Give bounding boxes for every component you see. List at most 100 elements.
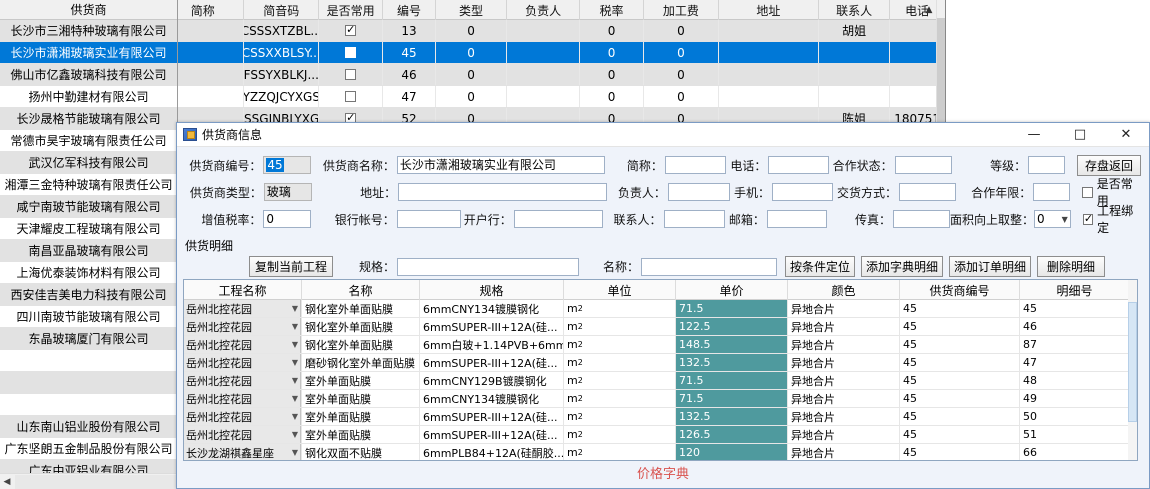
cell-spec[interactable]: 6mm白玻+1.14PVB+6mm...: [420, 336, 564, 353]
list-item[interactable]: 长沙晟格节能玻璃有限公司: [0, 108, 177, 130]
cell-spec[interactable]: 6mmSUPER-III+12A(硅...: [420, 408, 564, 425]
cell-detail-no[interactable]: 49: [1020, 390, 1130, 407]
cell-name[interactable]: 钢化室外单面贴膜: [302, 318, 420, 335]
checkbox-icon[interactable]: [345, 47, 357, 58]
mobile-input[interactable]: [772, 183, 833, 201]
cell-color[interactable]: 异地合片: [788, 318, 900, 335]
dcol-project[interactable]: 工程名称: [184, 280, 302, 300]
cell-name[interactable]: 钢化室外单面贴膜: [302, 300, 420, 317]
cell-project[interactable]: 岳州北控花园 ▼: [184, 390, 302, 407]
col-tax[interactable]: 税率: [580, 0, 644, 20]
cell-name[interactable]: 室外单面贴膜: [302, 426, 420, 443]
scroll-up-arrow-icon[interactable]: ▲: [925, 5, 933, 15]
locate-by-condition-button[interactable]: 按条件定位: [785, 256, 855, 277]
address-input[interactable]: [398, 183, 608, 201]
list-item[interactable]: 常德市昊宇玻璃有限责任公司: [0, 130, 177, 152]
dcol-price[interactable]: 单价: [676, 280, 788, 300]
project-bind-checkbox-row[interactable]: 工程绑定: [1082, 202, 1141, 236]
cell-project[interactable]: 岳州北控花园 ▼: [184, 354, 302, 371]
cell-price[interactable]: 126.5: [676, 426, 788, 443]
dcol-detail-no[interactable]: 明细号: [1020, 280, 1130, 300]
cell-detail-no[interactable]: 47: [1020, 354, 1130, 371]
cell-project[interactable]: 岳州北控花园 ▼: [184, 336, 302, 353]
list-item[interactable]: 天津耀皮工程玻璃有限公司: [0, 218, 177, 240]
cell-price[interactable]: 71.5: [676, 300, 788, 317]
project-select[interactable]: 岳州北控花园 ▼: [184, 390, 301, 407]
dcol-unit[interactable]: 单位: [564, 280, 676, 300]
list-item[interactable]: 佛山市亿鑫玻璃科技有限公司: [0, 64, 177, 86]
cell-detail-no[interactable]: 87: [1020, 336, 1130, 353]
table-row[interactable]: 岳州北控花园 ▼ 钢化室外单面贴膜 6mmCNY134镀膜钢化 m 2 71.5 异地合片 45…: [184, 300, 1137, 318]
is-common-checkbox-row[interactable]: 是否常用: [1082, 175, 1141, 209]
email-input[interactable]: [766, 210, 828, 228]
dcol-color[interactable]: 颜色: [788, 280, 900, 300]
cell-name[interactable]: 钢化双面不贴膜: [302, 444, 420, 460]
area-round-select[interactable]: 0 ▼: [1033, 210, 1071, 228]
cell-price[interactable]: 122.5: [676, 318, 788, 335]
project-select[interactable]: 岳州北控花园 ▼: [184, 336, 301, 353]
project-bind-checkbox[interactable]: [1082, 212, 1093, 225]
cell-price[interactable]: 132.5: [676, 354, 788, 371]
save-return-button[interactable]: 存盘返回: [1077, 154, 1142, 176]
fax-input[interactable]: [893, 210, 950, 228]
cell-detail-no[interactable]: 50: [1020, 408, 1130, 425]
project-select[interactable]: 长沙龙湖祺鑫星座 ▼: [184, 444, 301, 460]
spec-filter-input[interactable]: [397, 257, 579, 276]
supplier-list-hscrollbar[interactable]: ◀: [0, 473, 177, 489]
project-select[interactable]: 岳州北控花园 ▼: [184, 318, 301, 335]
bank-acct-input[interactable]: [396, 210, 461, 228]
list-item[interactable]: 长沙市潇湘玻璃实业有限公司: [0, 42, 177, 64]
supplier-type-input[interactable]: 玻璃: [263, 183, 312, 201]
list-item[interactable]: 南昌亚晶玻璃有限公司: [0, 240, 177, 262]
cell-is-common[interactable]: [319, 86, 384, 107]
cell-name[interactable]: 室外单面贴膜: [302, 408, 420, 425]
bank-name-input[interactable]: [513, 210, 604, 228]
add-dict-detail-button[interactable]: 添加字典明细: [861, 256, 943, 277]
cell-is-common[interactable]: [319, 42, 384, 63]
cell-supplier-no[interactable]: 45: [900, 408, 1020, 425]
cell-project[interactable]: 岳州北控花园 ▼: [184, 426, 302, 443]
chevron-down-icon[interactable]: ▼: [291, 304, 298, 313]
owner-input[interactable]: [667, 183, 730, 201]
cell-supplier-no[interactable]: 45: [900, 354, 1020, 371]
abbr-input[interactable]: [664, 156, 727, 174]
name-filter-input[interactable]: [641, 257, 777, 276]
close-button[interactable]: ✕: [1120, 127, 1132, 142]
checkbox-icon[interactable]: [345, 91, 357, 102]
chevron-down-icon[interactable]: ▼: [291, 394, 298, 403]
col-fee[interactable]: 加工费: [644, 0, 719, 20]
list-item[interactable]: 扬州中勤建材有限公司: [0, 86, 177, 108]
project-select[interactable]: 岳州北控花园 ▼: [184, 354, 301, 371]
coop-status-input[interactable]: [894, 156, 952, 174]
cell-project[interactable]: 岳州北控花园 ▼: [184, 300, 302, 317]
cell-detail-no[interactable]: 66: [1020, 444, 1130, 460]
cell-color[interactable]: 异地合片: [788, 408, 900, 425]
checkbox-icon[interactable]: [345, 23, 357, 36]
table-row[interactable]: 岳州北控花园 ▼ 室外单面贴膜 6mmSUPER-III+12A(硅... m 2 132.…: [184, 408, 1137, 426]
cell-spec[interactable]: 6mmCNY134镀膜钢化: [420, 300, 564, 317]
dcol-spec[interactable]: 规格: [420, 280, 564, 300]
list-item[interactable]: 东晶玻璃厦门有限公司: [0, 328, 177, 350]
cell-spec[interactable]: 6mmSUPER-III+12A(硅...: [420, 354, 564, 371]
supplier-name-input[interactable]: 长沙市潇湘玻璃实业有限公司: [396, 156, 605, 174]
cell-is-common[interactable]: [319, 64, 384, 85]
checkbox-icon[interactable]: [345, 69, 357, 80]
dcol-supplier-no[interactable]: 供货商编号: [900, 280, 1020, 300]
chevron-down-icon[interactable]: ▼: [291, 340, 298, 349]
list-item[interactable]: [0, 394, 177, 416]
cell-supplier-no[interactable]: 45: [900, 372, 1020, 389]
cell-spec[interactable]: 6mmPLB84+12A(硅酮胶...: [420, 444, 564, 460]
coop-years-input[interactable]: [1033, 183, 1071, 201]
cell-is-common[interactable]: [319, 20, 384, 41]
list-item[interactable]: [0, 350, 177, 372]
supplier-list-hscroll-thumb[interactable]: [15, 474, 177, 489]
contact-input[interactable]: [663, 210, 725, 228]
project-select[interactable]: 岳州北控花园 ▼: [184, 408, 301, 425]
cell-supplier-no[interactable]: 45: [900, 444, 1020, 460]
col-type[interactable]: 类型: [436, 0, 508, 20]
col-contact[interactable]: 联系人: [819, 0, 891, 20]
